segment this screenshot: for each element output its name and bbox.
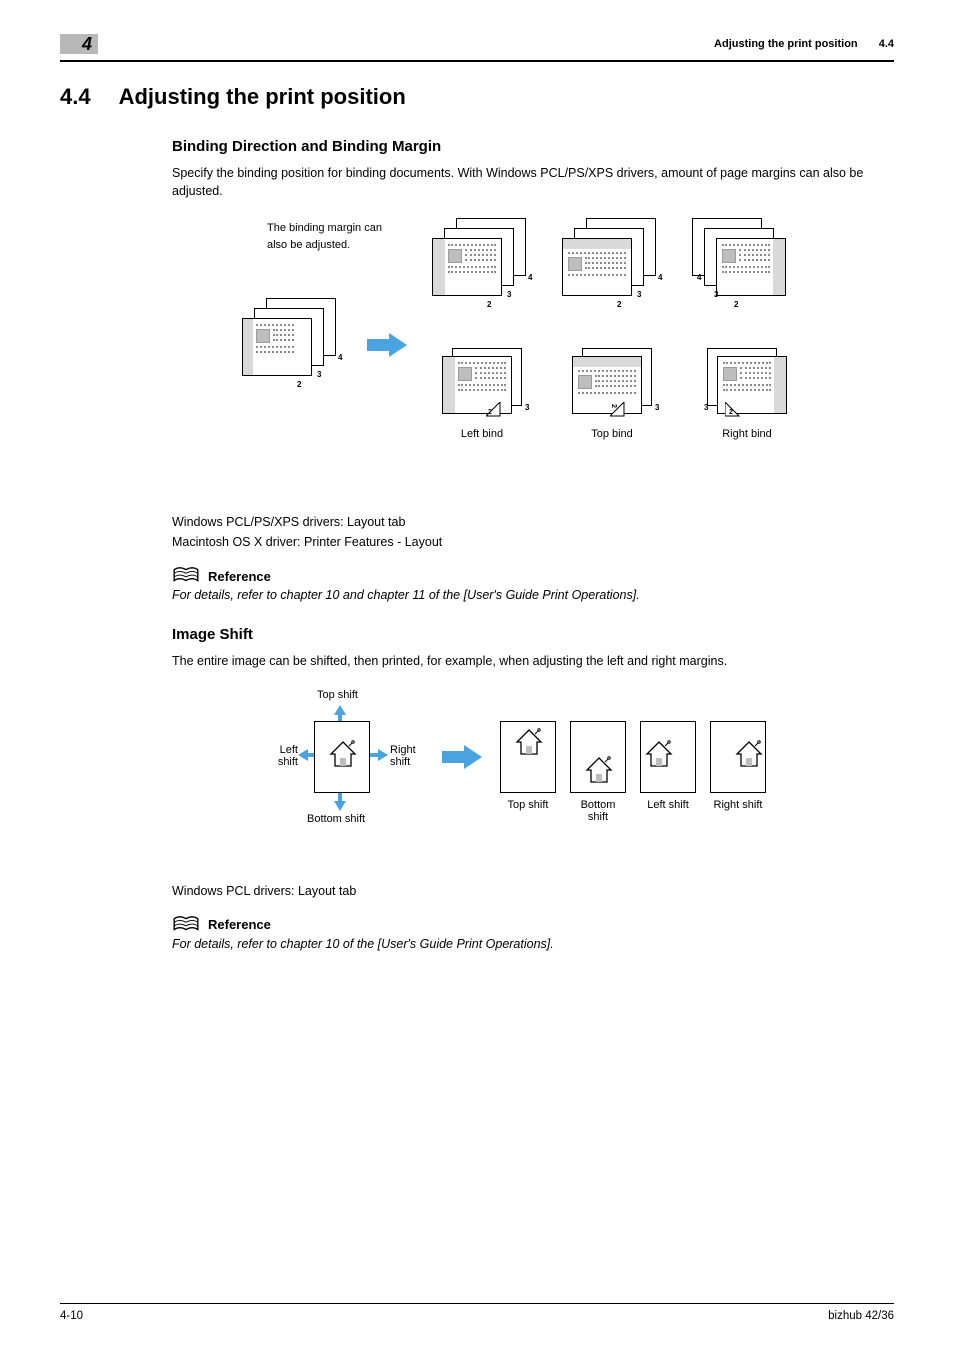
chapter-tab: 4: [60, 34, 98, 54]
result-label: Top shift: [500, 799, 556, 811]
top-bind-label: Top bind: [572, 428, 652, 440]
page-curl-icon: 2: [725, 402, 745, 422]
binding-heading: Binding Direction and Binding Margin: [172, 138, 894, 155]
bottom-shift-result: [570, 721, 626, 793]
arrow-right-icon: [367, 333, 407, 357]
page-curl-icon: 2: [610, 402, 630, 422]
left-bind-label: Left bind: [442, 428, 522, 440]
pg-num: 4: [338, 353, 342, 362]
arrow-right-icon: [442, 745, 482, 769]
result-label: Left shift: [640, 799, 696, 811]
reference-block: Reference: [172, 566, 894, 586]
reference-label: Reference: [208, 917, 271, 932]
binding-driver-2: Macintosh OS X driver: Printer Features …: [172, 532, 894, 552]
svg-text:2: 2: [729, 409, 733, 416]
left-shift-label: Leftshift: [262, 744, 298, 768]
model-name: bizhub 42/36: [828, 1310, 894, 1322]
result-label: Right shift: [710, 799, 766, 811]
reference-text: For details, refer to chapter 10 of the …: [172, 937, 894, 951]
pg-num: 3: [317, 370, 321, 379]
image-shift-body: The entire image can be shifted, then pr…: [172, 653, 894, 671]
right-shift-result: [710, 721, 766, 793]
image-shift-heading: Image Shift: [172, 626, 894, 643]
left-shift-result: [640, 721, 696, 793]
section-heading: 4.4 Adjusting the print position: [60, 84, 894, 110]
binding-driver-1: Windows PCL/PS/XPS drivers: Layout tab: [172, 512, 894, 532]
arrow-down-icon: [334, 793, 346, 811]
running-header: Adjusting the print position 4.4: [714, 38, 894, 50]
reference-icon: [172, 915, 200, 935]
reference-text: For details, refer to chapter 10 and cha…: [172, 588, 894, 602]
running-title: Adjusting the print position: [714, 38, 858, 50]
page-footer: 4-10 bizhub 42/36: [60, 1303, 894, 1322]
binding-diagram: The binding margin can also be adjusted.: [232, 218, 872, 488]
binding-body: Specify the binding position for binding…: [172, 165, 894, 200]
arrow-right-icon: [370, 749, 388, 761]
right-bind-label: Right bind: [707, 428, 787, 440]
reference-label: Reference: [208, 569, 271, 584]
reference-icon: [172, 566, 200, 586]
page-curl-icon: 2: [486, 402, 506, 422]
svg-text:2: 2: [610, 404, 617, 408]
right-shift-label: Rightshift: [390, 744, 416, 768]
binding-note: The binding margin can also be adjusted.: [267, 220, 397, 253]
top-shift-result: [500, 721, 556, 793]
result-label: Bottomshift: [570, 799, 626, 823]
page-header: 4 Adjusting the print position 4.4: [60, 34, 894, 54]
footer-rule: [60, 1303, 894, 1304]
pg-num: 2: [297, 380, 301, 389]
section-title: Adjusting the print position: [119, 84, 406, 110]
content-area: Binding Direction and Binding Margin Spe…: [172, 138, 894, 951]
running-section-number: 4.4: [879, 38, 894, 50]
section-number: 4.4: [60, 84, 91, 110]
shift-diagram: Top shift Leftshift Rightshift Bottom sh…: [262, 689, 822, 859]
reference-block: Reference: [172, 915, 894, 935]
house-icon: [329, 740, 357, 768]
top-shift-label: Top shift: [317, 689, 358, 701]
shift-driver: Windows PCL drivers: Layout tab: [172, 881, 894, 901]
page-number: 4-10: [60, 1310, 83, 1322]
bottom-shift-label: Bottom shift: [307, 813, 365, 825]
svg-text:2: 2: [488, 409, 492, 416]
chapter-number: 4: [82, 34, 92, 55]
header-rule: [60, 60, 894, 62]
